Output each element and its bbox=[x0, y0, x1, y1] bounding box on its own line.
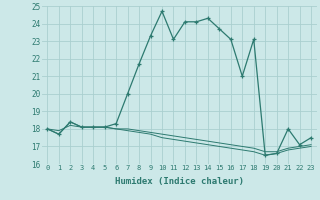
X-axis label: Humidex (Indice chaleur): Humidex (Indice chaleur) bbox=[115, 177, 244, 186]
